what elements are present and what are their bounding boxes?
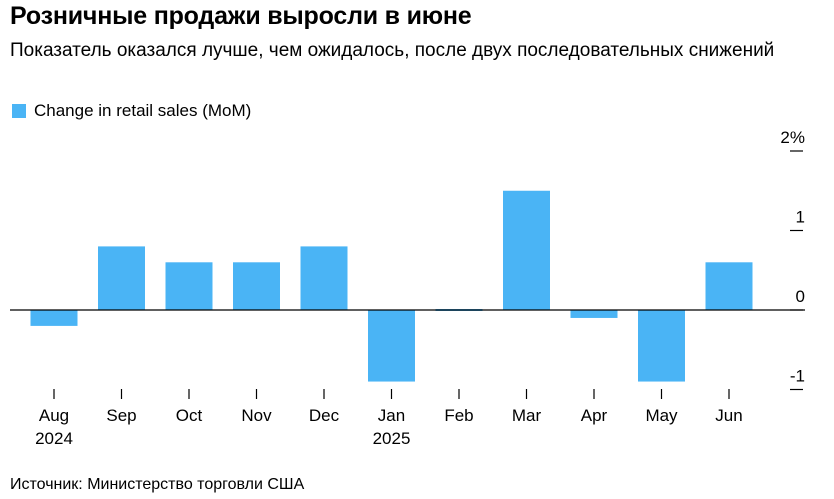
x-tick-year-label: 2025 xyxy=(373,429,411,448)
legend-swatch xyxy=(12,104,26,118)
chart-subtitle: Показатель оказался лучше, чем ожидалось… xyxy=(10,40,775,61)
x-tick-label: Apr xyxy=(581,406,608,425)
y-tick-label: -1 xyxy=(790,367,805,386)
x-tick-label: Jun xyxy=(715,406,742,425)
bar-sep xyxy=(98,246,145,310)
bar-dec xyxy=(300,246,348,310)
bar-chart: 2% 1 0 -1 Aug 2024 Sep Oct Nov Dec Jan 2025 Feb Mar Ap… xyxy=(10,128,805,448)
legend-label: Change in retail sales (MoM) xyxy=(34,101,252,120)
x-tick-label: Nov xyxy=(241,406,272,425)
source-note: Источник: Министерство торговли США xyxy=(10,476,305,493)
y-tick-label: 0 xyxy=(796,287,805,306)
y-tick-label: 1 xyxy=(796,208,805,227)
legend: Change in retail sales (MoM) xyxy=(12,101,251,121)
x-tick-label: Jan xyxy=(378,406,405,425)
bar-aug xyxy=(30,310,78,326)
x-tick-label: Sep xyxy=(106,406,136,425)
bar-oct xyxy=(165,262,213,310)
y-tick-label: 2% xyxy=(780,128,805,147)
chart-title: Розничные продажи выросли в июне xyxy=(10,2,472,30)
x-tick-label: Aug xyxy=(39,406,69,425)
bar-mar xyxy=(503,190,550,310)
bar-jun xyxy=(705,262,753,310)
x-tick-label: Feb xyxy=(444,406,473,425)
x-tick-label: Oct xyxy=(176,406,203,425)
x-tick-label: Mar xyxy=(512,406,542,425)
x-tick-label: May xyxy=(645,406,678,425)
bar-nov xyxy=(233,262,280,310)
bar-jan xyxy=(368,310,415,382)
x-tick-year-label: 2024 xyxy=(35,429,73,448)
bar-apr xyxy=(570,310,618,318)
bar-may xyxy=(638,310,685,382)
x-tick-label: Dec xyxy=(309,406,340,425)
